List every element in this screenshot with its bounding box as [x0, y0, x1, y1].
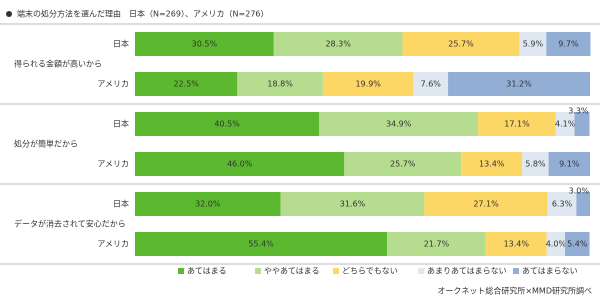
legend-swatch: [255, 268, 261, 274]
legend-label: あてはまらない: [522, 267, 578, 276]
bar-segment: [273, 32, 403, 56]
legend-swatch: [333, 268, 339, 274]
bar-segment: [485, 232, 547, 256]
bar-segment: [546, 232, 565, 256]
bar-segment: [548, 152, 590, 176]
bar-segment: [478, 112, 556, 136]
bar-segment: [319, 112, 479, 136]
value-label: 3.3%: [568, 107, 589, 116]
bar-segment: [135, 192, 281, 216]
category-label: 日本: [113, 39, 129, 49]
value-label: 19.9%: [355, 80, 381, 89]
legend-swatch: [178, 268, 184, 274]
value-label: 31.6%: [340, 200, 366, 209]
bar-segment: [576, 192, 590, 216]
category-label: 日本: [113, 119, 129, 129]
value-label: 25.7%: [390, 160, 416, 169]
bar-segment: [280, 192, 425, 216]
bar-segment: [322, 72, 414, 96]
category-label: 日本: [113, 199, 129, 209]
value-label: 31.2%: [506, 80, 532, 89]
value-label: 9.7%: [558, 40, 579, 49]
group-label: 得られる金額が高いから: [14, 59, 102, 69]
value-label: 7.6%: [421, 80, 442, 89]
value-label: 34.9%: [386, 120, 412, 129]
value-label: 30.5%: [192, 40, 218, 49]
value-label: 6.3%: [552, 200, 573, 209]
bar-segment: [546, 32, 591, 56]
value-label: 9.1%: [559, 160, 580, 169]
legend-label: ややあてはまる: [264, 267, 320, 276]
bar-segment: [387, 232, 486, 256]
value-label: 5.4%: [567, 240, 588, 249]
bar-segment: [135, 152, 345, 176]
value-label: 25.7%: [448, 40, 474, 49]
bar-segment: [564, 232, 590, 256]
bar-segment: [461, 152, 523, 176]
category-label: アメリカ: [97, 80, 129, 89]
source: オークネット総合研究所×MMD研究所調べ: [437, 286, 592, 296]
value-label: 5.8%: [525, 160, 546, 169]
bar-segment: [574, 112, 590, 136]
chart-title: 端末の処分方法を選んだ理由 日本（N=269）、アメリカ（N=276）: [17, 9, 269, 19]
value-label: 3.0%: [569, 187, 590, 196]
bar-segment: [413, 72, 449, 96]
title-bullet: [6, 11, 12, 17]
bar-segment: [135, 232, 388, 256]
value-label: 46.0%: [227, 160, 253, 169]
value-label: 13.4%: [479, 160, 505, 169]
legend-label: あてはまる: [187, 267, 227, 276]
bar-segment: [135, 112, 320, 136]
category-label: アメリカ: [97, 160, 129, 169]
bar-segment: [424, 192, 548, 216]
bar-segment: [522, 152, 549, 176]
value-label: 5.9%: [523, 40, 544, 49]
value-label: 13.4%: [504, 240, 530, 249]
bar-segment: [402, 32, 520, 56]
bar-segment: [519, 32, 547, 56]
value-label: 4.0%: [546, 240, 567, 249]
value-label: 40.5%: [214, 120, 240, 129]
value-label: 32.0%: [195, 200, 221, 209]
bar-segment: [344, 152, 462, 176]
category-label: アメリカ: [97, 240, 129, 249]
value-label: 17.1%: [504, 120, 530, 129]
legend-swatch: [513, 268, 519, 274]
value-label: 18.8%: [267, 80, 293, 89]
legend-swatch: [418, 268, 424, 274]
value-label: 4.1%: [555, 120, 576, 129]
bar-segment: [237, 72, 323, 96]
value-label: 21.7%: [424, 240, 450, 249]
bar-segment: [135, 72, 238, 96]
bar-segment: [448, 72, 590, 96]
bar-segment: [547, 192, 577, 216]
bar-segment: [555, 112, 575, 136]
legend-label: あまりあてはまらない: [427, 267, 507, 276]
value-label: 55.4%: [248, 240, 274, 249]
value-label: 27.1%: [473, 200, 499, 209]
legend-label: どちらでもない: [342, 267, 398, 276]
group-label: 処分が簡単だから: [14, 139, 78, 149]
group-label: データが消去されて安心だから: [14, 219, 126, 229]
bar-segment: [135, 32, 274, 56]
value-label: 22.5%: [173, 80, 199, 89]
value-label: 28.3%: [325, 40, 351, 49]
